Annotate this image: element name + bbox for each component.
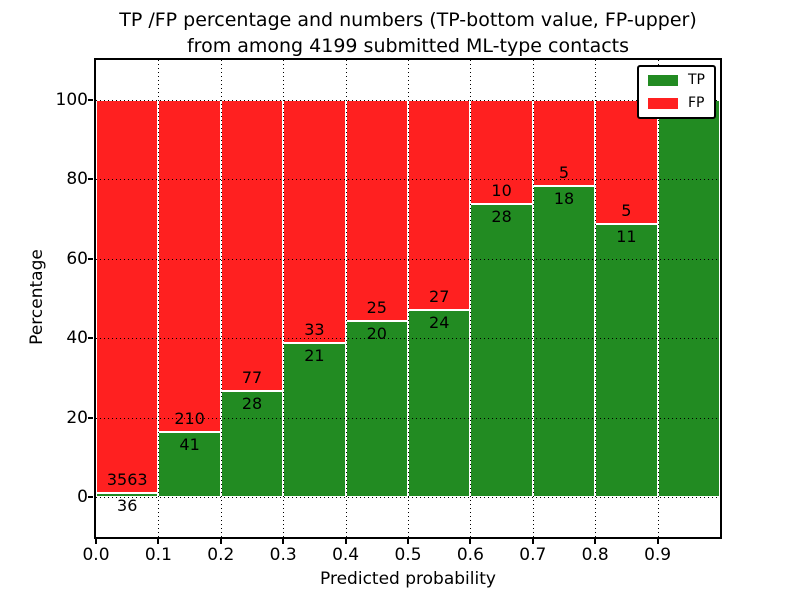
x-tick-mark-0.7 bbox=[531, 539, 534, 544]
x-tick-label-0.0: 0.0 bbox=[82, 545, 110, 565]
bar-tp-bin-4 bbox=[345, 320, 408, 498]
x-tick-mark-0.5 bbox=[407, 539, 409, 544]
y-tick-label-20: 20 bbox=[66, 407, 88, 428]
label-fp-count-bin-0: 3563 bbox=[106, 470, 148, 490]
label-tp-count-bin-7: 18 bbox=[553, 189, 575, 209]
gridline-x-0.2 bbox=[220, 60, 222, 537]
label-tp-count-bin-1: 41 bbox=[179, 435, 200, 455]
bar-fp-bin-8 bbox=[595, 99, 658, 224]
y-tick-mark-0 bbox=[88, 496, 93, 499]
bar-fp-bin-7 bbox=[532, 99, 596, 187]
label-fp-count-bin-4: 25 bbox=[366, 297, 387, 317]
gridline-x-0.1 bbox=[158, 60, 160, 537]
legend-swatch-tp bbox=[648, 75, 678, 86]
label-tp-count-bin-0: 36 bbox=[117, 496, 138, 516]
y-tick-label-0: 0 bbox=[77, 487, 88, 508]
x-tick-mark-0.6 bbox=[469, 539, 472, 544]
bar-tp-bin-3 bbox=[283, 342, 346, 498]
bar-fp-bin-1 bbox=[158, 99, 221, 433]
x-tick-mark-0.8 bbox=[594, 539, 597, 544]
x-axis-label: Predicted probability bbox=[320, 569, 496, 589]
gridline-x-0.4 bbox=[345, 60, 347, 537]
grid-layer bbox=[96, 60, 720, 537]
x-tick-label-0.4: 0.4 bbox=[332, 545, 360, 565]
label-tp-count-bin-2: 28 bbox=[241, 394, 263, 414]
bar-value-labels-layer: 363563412102877213320252427281018511517 bbox=[96, 60, 720, 537]
label-tp-count-bin-3: 21 bbox=[304, 345, 325, 365]
y-tick-mark-80 bbox=[88, 178, 93, 181]
bars-layer bbox=[96, 60, 720, 537]
gridline-x-0.7 bbox=[532, 60, 534, 537]
x-tick-label-0.5: 0.5 bbox=[394, 545, 422, 565]
y-tick-mark-100 bbox=[88, 98, 93, 101]
x-tick-mark-0.1 bbox=[157, 539, 160, 544]
x-tick-label-0.7: 0.7 bbox=[519, 545, 547, 565]
legend: TP FP bbox=[637, 65, 716, 119]
label-tp-count-bin-5: 24 bbox=[429, 313, 450, 333]
x-tick-mark-0.3 bbox=[282, 539, 285, 544]
gridline-x-0.9 bbox=[657, 60, 659, 537]
y-tick-label-100: 100 bbox=[55, 89, 88, 110]
x-tick-label-0.1: 0.1 bbox=[144, 545, 172, 565]
gridline-x-0.5 bbox=[408, 60, 409, 537]
label-tp-count-bin-6: 28 bbox=[491, 207, 512, 227]
x-tick-label-0.2: 0.2 bbox=[207, 545, 235, 565]
y-tick-label-40: 40 bbox=[66, 328, 88, 349]
bar-fp-bin-6 bbox=[470, 99, 533, 205]
y-tick-label-60: 60 bbox=[66, 248, 88, 269]
label-fp-count-bin-7: 5 bbox=[558, 163, 570, 183]
plot-area: 363563412102877213320252427281018511517 … bbox=[94, 58, 722, 539]
x-tick-mark-0.0 bbox=[95, 539, 97, 544]
chart-title-line2: from among 4199 submitted ML-type contac… bbox=[186, 35, 630, 57]
label-fp-count-bin-6: 10 bbox=[491, 181, 512, 201]
legend-entry-tp: TP bbox=[648, 73, 705, 88]
bar-tp-bin-7 bbox=[532, 186, 596, 498]
x-tick-mark-0.9 bbox=[656, 539, 659, 544]
x-tick-label-0.6: 0.6 bbox=[456, 545, 484, 565]
y-tick-mark-20 bbox=[88, 416, 93, 419]
gridline-x-0.6 bbox=[470, 60, 472, 537]
gridline-x-0.3 bbox=[283, 60, 285, 537]
bar-tp-bin-0 bbox=[96, 493, 159, 498]
chart-title: TP /FP percentage and numbers (TP-bottom… bbox=[88, 7, 728, 59]
bar-tp-bin-2 bbox=[220, 391, 284, 498]
y-tick-label-80: 80 bbox=[66, 169, 88, 190]
x-tick-label-0.3: 0.3 bbox=[269, 545, 297, 565]
bar-tp-bin-9 bbox=[657, 99, 720, 498]
x-tick-mark-0.4 bbox=[344, 539, 347, 544]
legend-label-fp: FP bbox=[688, 95, 705, 111]
label-fp-count-bin-8: 5 bbox=[621, 200, 632, 220]
bar-fp-bin-3 bbox=[283, 99, 346, 343]
label-fp-count-bin-2: 77 bbox=[241, 368, 263, 388]
chart-title-line1: TP /FP percentage and numbers (TP-bottom… bbox=[119, 9, 697, 31]
label-fp-count-bin-3: 33 bbox=[304, 319, 325, 339]
legend-swatch-fp bbox=[648, 98, 678, 109]
legend-entry-fp: FP bbox=[648, 96, 705, 111]
label-tp-count-bin-8: 11 bbox=[616, 226, 637, 246]
label-fp-count-bin-5: 27 bbox=[429, 287, 450, 307]
x-tick-mark-0.2 bbox=[219, 539, 222, 544]
y-tick-mark-40 bbox=[88, 337, 93, 340]
label-tp-count-bin-4: 20 bbox=[366, 323, 387, 343]
gridline-x-0.8 bbox=[595, 60, 597, 537]
legend-label-tp: TP bbox=[688, 72, 705, 88]
bar-fp-bin-4 bbox=[345, 99, 408, 321]
bar-fp-bin-5 bbox=[408, 99, 471, 311]
bar-fp-bin-0 bbox=[96, 99, 159, 494]
label-fp-count-bin-1: 210 bbox=[174, 409, 205, 429]
x-tick-label-0.8: 0.8 bbox=[581, 545, 609, 565]
x-tick-label-0.9: 0.9 bbox=[644, 545, 672, 565]
bar-tp-bin-8 bbox=[595, 223, 658, 498]
y-tick-mark-60 bbox=[88, 257, 93, 260]
